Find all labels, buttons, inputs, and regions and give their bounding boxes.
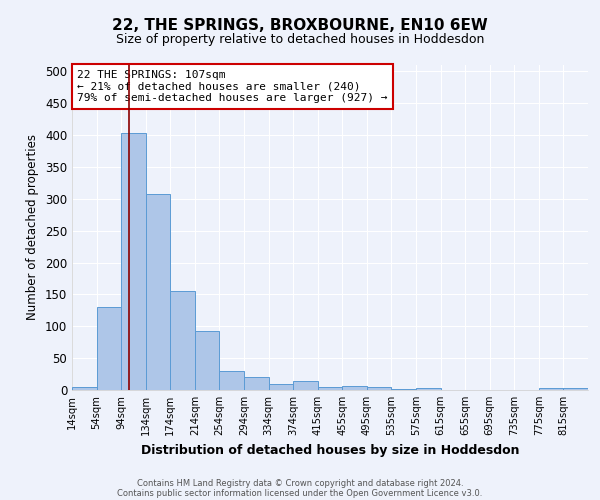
Bar	[146, 194, 170, 390]
Bar	[170, 291, 195, 390]
Bar	[220, 371, 244, 390]
Text: Contains public sector information licensed under the Open Government Licence v3: Contains public sector information licen…	[118, 488, 482, 498]
Bar	[293, 381, 318, 390]
Bar	[269, 384, 293, 390]
Bar	[244, 376, 269, 390]
Bar	[121, 133, 146, 390]
Bar	[539, 388, 563, 390]
Bar	[416, 388, 440, 390]
Bar	[97, 307, 121, 390]
Text: 22, THE SPRINGS, BROXBOURNE, EN10 6EW: 22, THE SPRINGS, BROXBOURNE, EN10 6EW	[112, 18, 488, 32]
Bar	[367, 387, 391, 390]
Text: 22 THE SPRINGS: 107sqm
← 21% of detached houses are smaller (240)
79% of semi-de: 22 THE SPRINGS: 107sqm ← 21% of detached…	[77, 70, 388, 103]
Y-axis label: Number of detached properties: Number of detached properties	[26, 134, 40, 320]
X-axis label: Distribution of detached houses by size in Hoddesdon: Distribution of detached houses by size …	[141, 444, 519, 456]
Bar	[318, 387, 342, 390]
Text: Size of property relative to detached houses in Hoddesdon: Size of property relative to detached ho…	[116, 32, 484, 46]
Text: Contains HM Land Registry data © Crown copyright and database right 2024.: Contains HM Land Registry data © Crown c…	[137, 478, 463, 488]
Bar	[72, 387, 97, 390]
Bar	[563, 388, 588, 390]
Bar	[342, 386, 367, 390]
Bar	[195, 332, 220, 390]
